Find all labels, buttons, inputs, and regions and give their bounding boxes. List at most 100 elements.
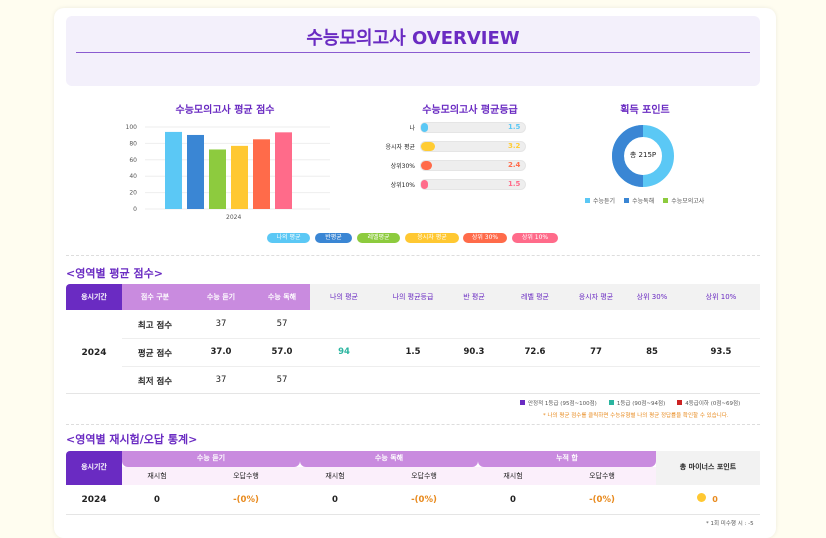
grade-label: 나 <box>409 125 415 132</box>
legend-reading: 수능독해 <box>624 196 654 205</box>
avg-score-title: 수능모의고사 평균 점수 <box>175 105 275 116</box>
divider <box>66 255 760 256</box>
legend-pill-3: 응시자 평균 <box>405 233 459 243</box>
header-4: 나의 평균 <box>330 293 358 301</box>
grade-label: 상위10% <box>390 182 415 189</box>
period-header: 응시기간 <box>81 463 107 471</box>
val-2: 0 <box>332 495 338 505</box>
sub-bg-0 <box>122 467 300 485</box>
y-tick: 80 <box>129 140 137 147</box>
group-bg-0 <box>122 451 300 467</box>
sub-wrong-0: 오답수행 <box>233 472 259 480</box>
grade-fill <box>421 180 428 189</box>
val-5: -(0%) <box>589 495 615 505</box>
header-5: 나의 평균등급 <box>392 293 434 301</box>
legend-pill-0: 나의 평균 <box>267 233 310 243</box>
avg-score-chart: 100 80 60 40 20 0 <box>126 124 330 213</box>
minus-header: 총 마이너스 포인트 <box>679 463 737 471</box>
avg-header-bg <box>310 284 760 310</box>
header-8: 응시자 평균 <box>578 293 614 301</box>
group-header-0: 수능 듣기 <box>196 454 226 462</box>
coin-icon <box>697 493 706 502</box>
sub-bg-2 <box>478 467 656 485</box>
cell-class_avg: 90.3 <box>463 347 485 357</box>
grade-value: 2.4 <box>508 161 521 169</box>
header-6: 반 평균 <box>463 293 485 301</box>
sub-retest-1: 재시험 <box>325 472 345 480</box>
cell-top30: 85 <box>646 347 658 357</box>
val-0: 0 <box>154 495 160 505</box>
bar-2 <box>209 149 226 209</box>
group-header-1: 수능 독해 <box>374 454 404 462</box>
cell-label: 최저 점수 <box>137 377 173 387</box>
header-3: 수능 독해 <box>267 293 297 301</box>
val-3: -(0%) <box>411 495 437 505</box>
bar-0 <box>165 131 182 209</box>
cell-reading: 57 <box>276 375 288 385</box>
cell-listening: 37 <box>215 375 227 385</box>
points-donut <box>612 125 674 187</box>
retest-table: 응시기간 수능 듣기 재시험 오답수행 수능 독해 재시험 오답수행 누적 합 재시험 오답수행… <box>66 451 760 516</box>
cell-level_avg: 72.6 <box>524 347 546 357</box>
header-7: 레벨 평균 <box>521 293 549 301</box>
minus-value: 0 <box>712 495 718 504</box>
bar-4 <box>253 139 270 209</box>
avg-score-table: 응시기간 점수 구분 수능 듣기 수능 독해 나의 평균 나의 평균등급 반 평균 레벨 평균… <box>66 284 760 394</box>
grade-label: 응시자 평균 <box>385 144 415 151</box>
chart-x-label: 2024 <box>226 214 242 221</box>
content-card <box>54 8 776 538</box>
sub-wrong-2: 오답수행 <box>589 472 615 480</box>
avg-grade-title: 수능모의고사 평균등급 <box>422 105 518 116</box>
grade-track <box>420 160 526 171</box>
cell-my_avg: 94 <box>338 347 350 357</box>
grade-track <box>420 122 526 133</box>
val-1: -(0%) <box>233 495 259 505</box>
group-bg-2 <box>478 451 656 467</box>
grade-fill <box>421 123 428 132</box>
header-10: 상위 10% <box>705 293 737 301</box>
grade-value: 1.5 <box>508 180 521 188</box>
group-header-2: 누적 합 <box>556 454 578 462</box>
legend-listening: 수능듣기 <box>585 196 615 205</box>
row-sep <box>122 338 760 339</box>
cell-listening: 37 <box>215 319 227 329</box>
cell-listening: 37.0 <box>210 347 232 357</box>
legend-pill-1: 반평균 <box>315 233 352 243</box>
overview-header: 수능모의고사 OVERVIEW <box>66 16 760 86</box>
cell-top10: 93.5 <box>710 347 732 357</box>
title-underline <box>76 52 750 53</box>
y-tick: 0 <box>133 206 137 213</box>
section1-title: <영역별 평균 점수> <box>66 267 163 280</box>
divider <box>66 424 760 425</box>
page-title: 수능모의고사 OVERVIEW <box>306 28 520 49</box>
table-body <box>66 310 760 394</box>
sub-bg-1 <box>300 467 478 485</box>
year-cell: 2024 <box>81 495 107 505</box>
section2-title: <영역별 재시험/오답 통계> <box>66 433 198 446</box>
sub-retest-0: 재시험 <box>147 472 167 480</box>
year-cell: 2024 <box>81 348 107 358</box>
header-2: 수능 듣기 <box>206 293 236 301</box>
cell-taker_avg: 77 <box>590 347 602 357</box>
row-sep <box>122 366 760 367</box>
grade-label: 상위30% <box>390 163 415 170</box>
avg-note: * 나의 평균 점수를 클릭하면 수능유형별 나의 평균 정답률을 확인할 수 … <box>543 413 729 419</box>
grade-track <box>420 179 526 190</box>
score-header-bg <box>122 284 310 310</box>
legend-pill-5: 상위 10% <box>512 233 558 243</box>
points-title: 획득 포인트 <box>620 105 670 116</box>
grade-value: 1.5 <box>508 123 521 131</box>
points-total: 총 215P <box>629 151 657 159</box>
bar-5 <box>275 132 292 209</box>
minus-note: * 1회 미수행 시 : -5 <box>706 521 754 527</box>
grade-value: 3.2 <box>508 142 521 150</box>
legend-pill-4: 상위 30% <box>463 233 507 243</box>
cell-label: 최고 점수 <box>137 321 173 331</box>
header-9: 상위 30% <box>636 293 668 301</box>
group-bg-1 <box>300 451 478 467</box>
header-0: 응시기간 <box>81 293 107 301</box>
period-header-bg <box>66 284 122 310</box>
cell-reading: 57 <box>276 319 288 329</box>
sub-wrong-1: 오답수행 <box>411 472 437 480</box>
grade-fill <box>421 142 436 151</box>
